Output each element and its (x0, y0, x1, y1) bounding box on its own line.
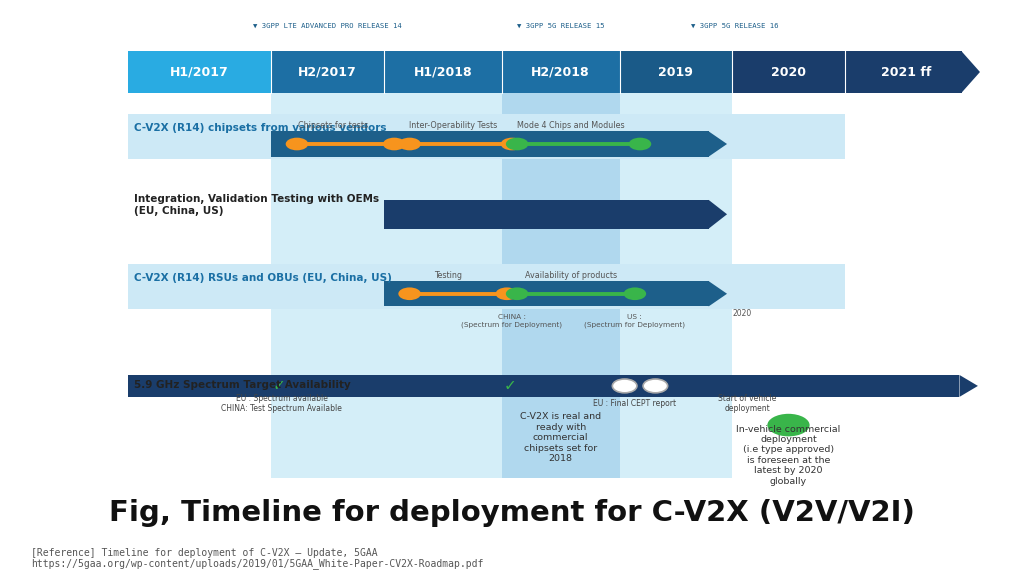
Text: Mode 4 Chips and Modules: Mode 4 Chips and Modules (517, 121, 625, 130)
Text: Availability of products: Availability of products (525, 271, 616, 280)
Text: ▼ 3GPP 5G RELEASE 15: ▼ 3GPP 5G RELEASE 15 (517, 23, 605, 29)
Bar (384, 281, 709, 306)
Circle shape (398, 138, 421, 150)
Polygon shape (709, 281, 727, 306)
Text: 2019: 2019 (658, 66, 693, 78)
Text: ✓: ✓ (273, 378, 286, 393)
Bar (732, 51, 845, 93)
Text: H1/2018: H1/2018 (414, 66, 472, 78)
Circle shape (624, 287, 646, 300)
Text: Integration, Validation Testing with OEMs
(EU, China, US): Integration, Validation Testing with OEM… (134, 194, 379, 216)
Bar (384, 200, 709, 229)
Text: Inter-Operability Tests: Inter-Operability Tests (409, 121, 498, 130)
Text: US :
(Spectrum for Deployment): US : (Spectrum for Deployment) (585, 314, 685, 328)
Text: In-vehicle commercial
deployment
(i.e type approved)
is foreseen at the
latest b: In-vehicle commercial deployment (i.e ty… (736, 425, 841, 486)
Text: H1/2017: H1/2017 (170, 66, 229, 78)
Bar (128, 375, 959, 397)
Circle shape (612, 379, 637, 393)
Bar (502, 51, 620, 93)
Circle shape (629, 138, 651, 150)
Bar (502, 93, 620, 478)
Bar (128, 114, 845, 159)
Text: ▼ 3GPP LTE ADVANCED PRO RELEASE 14: ▼ 3GPP LTE ADVANCED PRO RELEASE 14 (253, 23, 402, 29)
Text: https://5gaa.org/wp-content/uploads/2019/01/5GAA_White-Paper-CV2X-Roadmap.pdf: https://5gaa.org/wp-content/uploads/2019… (31, 558, 483, 569)
Text: 5.9 GHz Spectrum Target Availability: 5.9 GHz Spectrum Target Availability (134, 380, 351, 390)
Text: C-V2X is real and
ready with
commercial
chipsets set for
2018: C-V2X is real and ready with commercial … (520, 412, 601, 463)
Bar (271, 131, 709, 157)
Text: ▼ 3GPP 5G RELEASE 16: ▼ 3GPP 5G RELEASE 16 (691, 23, 779, 29)
Text: Fig, Timeline for deployment for C-V2X (V2V/V2I): Fig, Timeline for deployment for C-V2X (… (110, 499, 914, 526)
Circle shape (398, 287, 421, 300)
Text: Testing: Testing (434, 271, 462, 280)
Circle shape (501, 138, 523, 150)
Circle shape (506, 138, 528, 150)
Text: H2/2017: H2/2017 (298, 66, 357, 78)
Text: H2/2018: H2/2018 (531, 66, 590, 78)
Circle shape (643, 379, 668, 393)
Text: EU : Final CEPT report: EU : Final CEPT report (593, 399, 677, 408)
Circle shape (383, 138, 406, 150)
Polygon shape (959, 375, 978, 397)
Circle shape (496, 287, 518, 300)
Circle shape (506, 287, 528, 300)
Text: Chipsets for tests: Chipsets for tests (298, 121, 368, 130)
Text: ✓: ✓ (504, 378, 516, 393)
Bar (845, 51, 962, 93)
Bar (128, 264, 845, 309)
Text: Start of vehicle
deployment: Start of vehicle deployment (718, 394, 777, 414)
Circle shape (286, 138, 308, 150)
Text: [Reference] Timeline for deployment of C-V2X – Update, 5GAA: [Reference] Timeline for deployment of C… (31, 548, 378, 558)
Text: CHINA :
(Spectrum for Deployment): CHINA : (Spectrum for Deployment) (462, 314, 562, 328)
Polygon shape (962, 51, 980, 93)
Bar (384, 51, 502, 93)
Circle shape (766, 412, 811, 438)
Text: 2020: 2020 (733, 309, 752, 318)
Bar (271, 51, 384, 93)
Text: 2020: 2020 (771, 66, 806, 78)
Text: C-V2X (R14) chipsets from various vendors: C-V2X (R14) chipsets from various vendor… (134, 123, 387, 133)
Text: EU : Spectrum available
CHINA: Test Spectrum Available: EU : Spectrum available CHINA: Test Spec… (221, 394, 342, 414)
Polygon shape (709, 200, 727, 229)
Text: 2021 ff: 2021 ff (881, 66, 932, 78)
Text: C-V2X (R14) RSUs and OBUs (EU, China, US): C-V2X (R14) RSUs and OBUs (EU, China, US… (134, 273, 392, 283)
Bar (271, 93, 732, 478)
Bar (620, 51, 732, 93)
Polygon shape (709, 131, 727, 157)
Bar (128, 51, 271, 93)
